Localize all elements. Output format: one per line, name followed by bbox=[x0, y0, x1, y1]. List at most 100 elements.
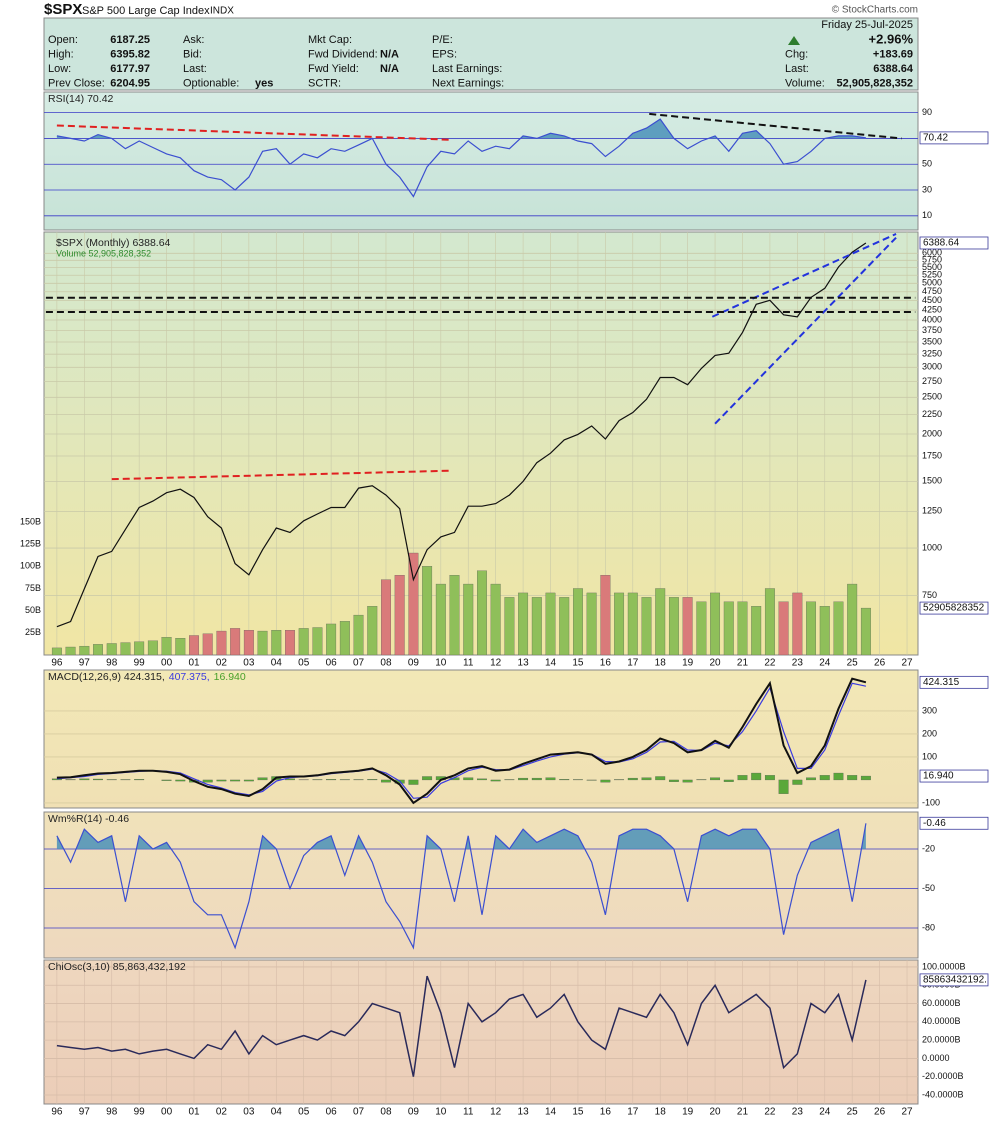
x-tick-label: 12 bbox=[490, 1107, 502, 1118]
y-tick-label: 30 bbox=[922, 184, 932, 194]
y-tick-label: 200 bbox=[922, 728, 937, 738]
symbol: $SPX bbox=[44, 1, 82, 18]
y-tick-label: 1000 bbox=[922, 542, 942, 552]
bar bbox=[655, 588, 666, 655]
x-tick-label: 10 bbox=[435, 658, 447, 669]
bar bbox=[737, 775, 748, 781]
y-tick-label: 4000 bbox=[922, 314, 942, 324]
y2-tick-label: 125B bbox=[20, 539, 41, 549]
bar bbox=[614, 592, 625, 655]
bar bbox=[79, 778, 90, 781]
legend-text: MACD(12,26,9) 424.315, bbox=[48, 671, 165, 683]
credit: © StockCharts.com bbox=[832, 5, 918, 16]
y-tick-label: 50 bbox=[922, 159, 932, 169]
bar bbox=[833, 772, 844, 781]
x-tick-label: 24 bbox=[819, 658, 831, 669]
bar bbox=[394, 575, 405, 655]
plot-area bbox=[44, 232, 918, 655]
bar bbox=[696, 601, 707, 655]
last-value-label: 16.940 bbox=[923, 771, 954, 782]
panel: -80 -50 -20 -0.46 Wm%R(14) -0.46 bbox=[43, 811, 989, 959]
bar bbox=[106, 643, 117, 655]
bar bbox=[422, 776, 433, 781]
quote-label: Volume: bbox=[785, 78, 825, 90]
y-tick-label: 90 bbox=[922, 107, 932, 117]
bar bbox=[641, 777, 652, 781]
y-tick-label: 750 bbox=[922, 590, 937, 600]
last-value-box bbox=[919, 973, 989, 987]
bar bbox=[147, 640, 158, 655]
bar bbox=[710, 592, 721, 655]
x-tick-label: 07 bbox=[353, 1107, 365, 1118]
bar bbox=[518, 592, 529, 655]
x-tick-label: 24 bbox=[819, 1107, 831, 1118]
quote-value: yes bbox=[255, 78, 273, 90]
bar bbox=[559, 597, 570, 655]
area-fill bbox=[56, 823, 866, 849]
bar bbox=[627, 592, 638, 655]
bar bbox=[408, 552, 419, 655]
bar bbox=[668, 779, 679, 782]
bar bbox=[134, 641, 145, 655]
x-tick-label: 17 bbox=[627, 1107, 639, 1118]
panel-background bbox=[43, 959, 919, 1105]
x-tick-label: 11 bbox=[463, 658, 474, 669]
x-tick-label: 21 bbox=[737, 1107, 749, 1118]
last-value-box bbox=[919, 131, 989, 145]
legend-text: ChiOsc(3,10) 85,863,432,192 bbox=[48, 961, 186, 973]
quote-label: Fwd Dividend: bbox=[308, 49, 378, 61]
quote-panel bbox=[43, 17, 919, 91]
y-tick-label: 2250 bbox=[922, 409, 942, 419]
line bbox=[56, 677, 867, 805]
x-tick-label: 00 bbox=[161, 658, 173, 669]
area-fill bbox=[56, 119, 866, 139]
y2-tick-label: 50B bbox=[25, 605, 41, 615]
bar bbox=[751, 772, 762, 781]
bar bbox=[819, 606, 830, 655]
bar bbox=[51, 778, 62, 781]
bar bbox=[93, 778, 103, 781]
y-tick-label: 4250 bbox=[922, 304, 942, 314]
x-tick-label: 27 bbox=[901, 658, 913, 669]
bar bbox=[847, 775, 858, 781]
y-tick-label: 5500 bbox=[922, 262, 942, 272]
bar bbox=[339, 621, 350, 655]
y-tick-label: 3250 bbox=[922, 349, 942, 359]
bar bbox=[860, 607, 871, 655]
bar bbox=[545, 592, 556, 655]
bar bbox=[641, 597, 652, 655]
legend-text: Wm%R(14) -0.46 bbox=[48, 813, 129, 825]
quote-value: 6388.64 bbox=[873, 63, 914, 75]
x-tick-label: 98 bbox=[106, 658, 118, 669]
quote-label: EPS: bbox=[432, 49, 457, 61]
plot-area bbox=[44, 112, 918, 217]
y-tick-label: -20.0000B bbox=[922, 1071, 964, 1081]
bar bbox=[408, 779, 419, 785]
quote-label: P/E: bbox=[432, 34, 453, 46]
bar bbox=[230, 628, 241, 655]
line bbox=[56, 242, 867, 628]
bar bbox=[682, 597, 693, 655]
y-tick-label: 300 bbox=[922, 705, 937, 715]
quote-label: Fwd Yield: bbox=[308, 63, 359, 75]
quote-value: +183.69 bbox=[873, 49, 913, 61]
bar bbox=[326, 779, 337, 781]
x-tick-label: 22 bbox=[764, 1107, 776, 1118]
bar bbox=[189, 635, 199, 655]
y-tick-label: -50 bbox=[922, 883, 935, 893]
last-value-label: 424.315 bbox=[923, 677, 960, 688]
x-tick-label: 20 bbox=[710, 658, 722, 669]
bar bbox=[367, 779, 378, 781]
quote-label: Last: bbox=[785, 63, 809, 75]
bar bbox=[353, 614, 364, 655]
quote-label: Next Earnings: bbox=[432, 78, 504, 90]
y-tick-label: 100.0000B bbox=[922, 961, 966, 971]
bar bbox=[723, 779, 734, 782]
bar bbox=[627, 777, 638, 781]
bar bbox=[792, 592, 803, 655]
bar bbox=[257, 777, 268, 781]
bar bbox=[477, 778, 487, 781]
y-tick-label: 2750 bbox=[922, 376, 942, 386]
